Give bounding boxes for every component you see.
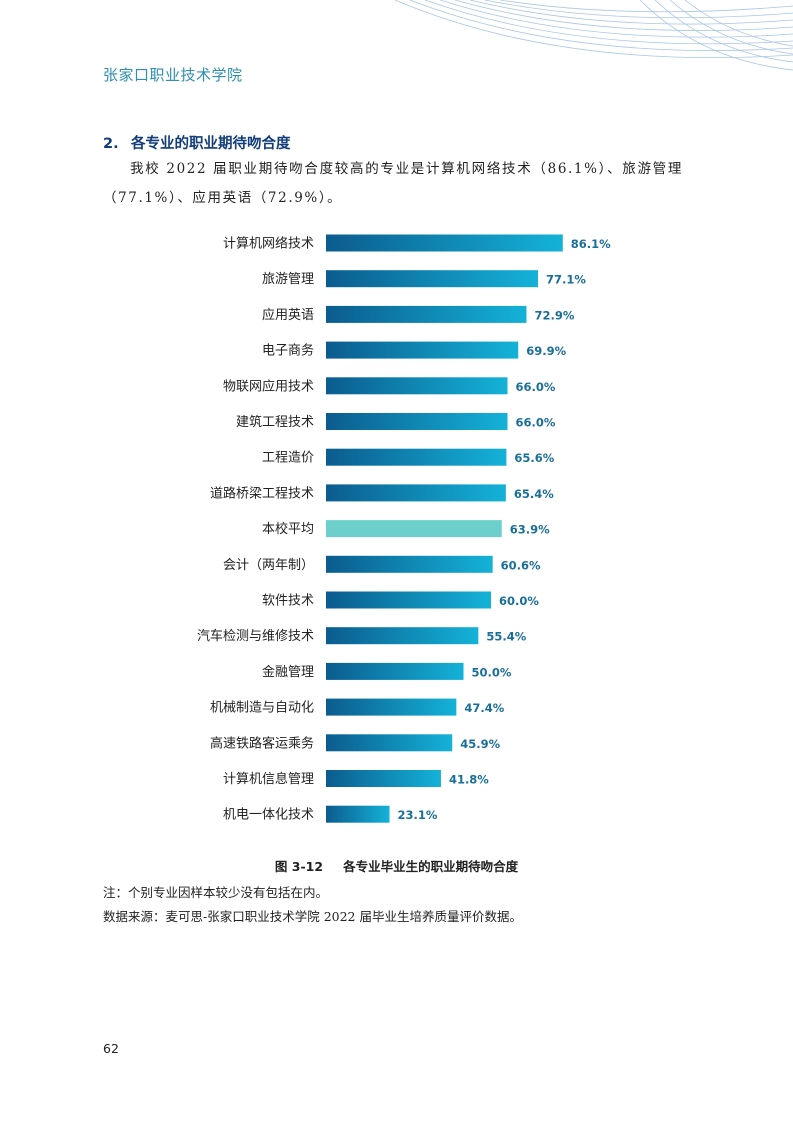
category-label: 计算机信息管理 [223, 771, 314, 787]
bar [326, 698, 457, 716]
value-label: 69.9% [526, 344, 566, 358]
bar [326, 270, 539, 288]
bar [326, 413, 508, 430]
bar-chart: 计算机网络技术 86.1% 旅游管理 77.1% 应用英语 72.9% 电子商务 69.9% 物… [0, 225, 793, 835]
value-label: 72.9% [534, 308, 574, 322]
category-label: 汽车检测与维修技术 [197, 628, 314, 644]
bar [326, 305, 527, 323]
bar [326, 484, 506, 502]
bar [326, 627, 479, 645]
category-label: 旅游管理 [262, 272, 314, 287]
bar-average [326, 520, 502, 538]
value-label: 47.4% [464, 701, 504, 715]
footnote-source: 数据来源：麦可思-张家口职业技术学院 2022 届毕业生培养质量评价数据。 [103, 909, 522, 924]
category-label: 应用英语 [262, 307, 314, 323]
figure-title: 各专业毕业生的职业期待吻合度 [343, 859, 519, 874]
category-label: 工程造价 [262, 451, 314, 466]
bar [326, 591, 491, 609]
value-label: 50.0% [472, 665, 512, 679]
category-label: 道路桥梁工程技术 [210, 485, 314, 501]
bar [326, 555, 493, 573]
value-label: 23.1% [398, 808, 438, 822]
bar [326, 734, 453, 752]
value-label: 41.8% [449, 773, 489, 787]
bar [326, 448, 507, 466]
section-number: 2. [103, 136, 119, 152]
category-label: 计算机网络技术 [223, 236, 314, 252]
category-label: 本校平均 [262, 521, 314, 537]
figure-caption: 图 3-12 各专业毕业生的职业期待吻合度 [0, 856, 793, 875]
value-label: 55.4% [486, 630, 526, 644]
value-label: 45.9% [460, 737, 500, 751]
category-label: 高速铁路客运乘务 [210, 735, 314, 751]
bar-chart-svg: 计算机网络技术 86.1% 旅游管理 77.1% 应用英语 72.9% 电子商务 69.9% 物… [197, 234, 611, 823]
value-label: 63.9% [510, 523, 550, 537]
body-paragraph: 我校 2022 届职业期待吻合度较高的专业是计算机网络技术（86.1%）、旅游管… [103, 161, 683, 206]
school-name-header: 张家口职业技术学院 [103, 66, 243, 84]
figure-number: 图 3-12 [274, 859, 324, 874]
bar [326, 234, 563, 252]
value-label: 86.1% [571, 237, 611, 251]
section-heading: 2. 各专业的职业期待吻合度 [103, 132, 291, 153]
category-label: 金融管理 [262, 664, 314, 680]
value-label: 60.0% [499, 594, 539, 608]
bar [326, 662, 464, 680]
value-label: 60.6% [501, 558, 541, 572]
category-label: 软件技术 [262, 594, 314, 609]
bar [326, 770, 441, 787]
category-label: 机械制造与自动化 [210, 701, 314, 716]
page-number: 62 [103, 1041, 119, 1056]
category-label: 会计（两年制） [223, 558, 314, 573]
category-label: 机电一体化技术 [223, 808, 314, 823]
value-label: 77.1% [546, 273, 586, 287]
value-label: 66.0% [516, 380, 556, 394]
category-label: 物联网应用技术 [223, 378, 314, 394]
bar [326, 377, 508, 395]
section-title: 各专业的职业期待吻合度 [131, 136, 291, 152]
footnote-sample: 注：个别专业因样本较少没有包括在内。 [103, 885, 329, 900]
category-label: 电子商务 [262, 343, 314, 359]
value-label: 65.4% [514, 487, 554, 501]
category-label: 建筑工程技术 [236, 414, 314, 430]
value-label: 66.0% [516, 416, 556, 430]
bar [326, 341, 519, 359]
bar [326, 805, 390, 823]
value-label: 65.6% [514, 451, 554, 465]
